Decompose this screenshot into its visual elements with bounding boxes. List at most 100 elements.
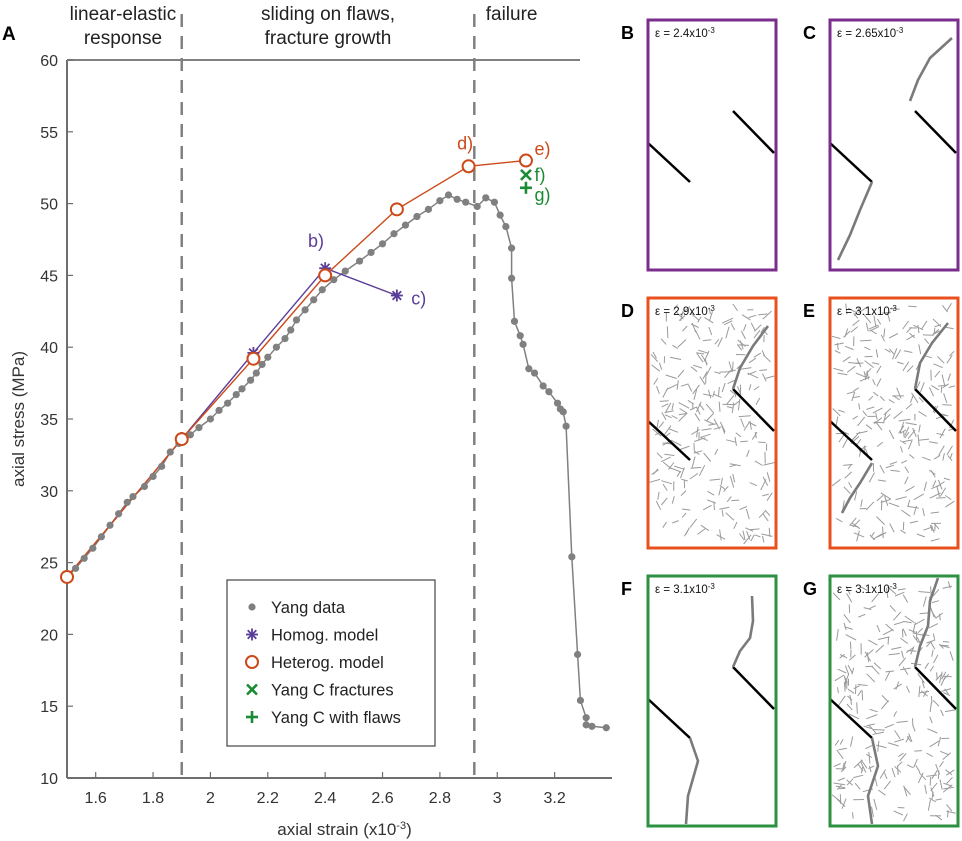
panel-frame: [828, 296, 960, 550]
y-tick-label: 50: [40, 197, 58, 214]
point-annotation: b): [308, 231, 324, 251]
data-point-series-2: [246, 351, 261, 366]
y-tick-label: 45: [40, 268, 58, 285]
point-annotation: c): [411, 288, 426, 308]
data-point-series-4: [519, 181, 532, 194]
microcracks: [831, 303, 956, 542]
data-point-series-0: [545, 388, 553, 396]
data-point-series-0: [232, 390, 240, 399]
x-tick-label: 1.8: [142, 790, 164, 807]
panel-frame: [828, 18, 960, 272]
data-point-series-0: [140, 482, 149, 491]
y-tick-label: 20: [40, 627, 58, 644]
data-point-series-0: [553, 399, 562, 407]
legend-marker: [246, 628, 258, 641]
data-point-series-0: [378, 240, 387, 248]
x-tick-label: 2.6: [371, 790, 393, 807]
data-point-series-0: [166, 448, 174, 456]
data-point-series-0: [559, 408, 567, 416]
legend-marker: [245, 655, 259, 669]
panel-frame: [646, 18, 778, 272]
flaw-right: [914, 110, 957, 154]
panel-letter: C: [803, 23, 816, 43]
series-line-0: [66, 194, 607, 729]
data-point-series-0: [413, 212, 421, 221]
data-point-series-0: [367, 248, 375, 257]
legend-label: Yang C with flaws: [271, 709, 401, 727]
data-point-series-0: [436, 197, 444, 205]
flaw-left: [647, 142, 691, 183]
strain-label: ε = 2.4x10-3: [655, 26, 715, 40]
data-point-series-0: [525, 365, 533, 373]
data-point-series-0: [272, 343, 280, 351]
microcracks: [649, 303, 775, 545]
x-tick-label: 3.2: [544, 790, 566, 807]
strain-label: ε = 3.1x10-3: [837, 304, 897, 318]
data-point-series-0: [355, 257, 364, 265]
legend-label: Homog. model: [271, 627, 378, 645]
legend-marker: [246, 711, 258, 723]
data-point-series-0: [508, 244, 516, 252]
panel-frame: [828, 574, 960, 828]
wing-crack: [840, 462, 874, 514]
point-annotation: d): [457, 133, 473, 153]
region-label: fracture growth: [265, 28, 392, 49]
data-point-series-0: [562, 422, 570, 430]
data-point-series-0: [281, 334, 289, 343]
flaw-left: [829, 420, 873, 461]
panel-letter: F: [621, 579, 632, 599]
x-tick-label: 2.2: [257, 790, 279, 807]
wing-crack: [836, 181, 874, 261]
point-annotation: f): [535, 165, 546, 185]
region-label: response: [84, 28, 162, 49]
data-point-series-0: [482, 194, 490, 202]
strain-label: ε = 3.1x10-3: [655, 582, 715, 596]
data-point-series-3: [520, 168, 532, 181]
data-point-series-0: [318, 286, 326, 294]
data-point-series-0: [530, 369, 539, 377]
x-tick-label: 2: [206, 790, 215, 807]
data-point-series-0: [519, 340, 527, 348]
data-point-series-0: [264, 353, 272, 361]
strain-label: ε = 2.65x10-3: [837, 26, 904, 40]
microcracks: [831, 581, 957, 822]
wing-crack: [731, 595, 755, 668]
series-line-1: [66, 267, 398, 578]
data-point-series-0: [215, 406, 223, 414]
data-point-series-0: [568, 553, 576, 561]
flaw-right: [732, 666, 775, 710]
panel-letter: E: [803, 301, 815, 321]
y-tick-label: 30: [40, 484, 58, 501]
x-axis-label: axial strain (x10-3): [277, 820, 412, 839]
strain-label: ε = 2.9x10-3: [655, 304, 715, 318]
flaw-left: [647, 420, 691, 461]
wing-crack: [866, 737, 880, 825]
data-point-series-2: [518, 153, 533, 168]
data-point-series-0: [206, 415, 215, 423]
data-point-series-0: [72, 564, 80, 572]
data-point-series-0: [582, 714, 590, 722]
data-point-series-0: [582, 721, 590, 729]
data-point-series-0: [539, 382, 547, 390]
data-point-series-0: [292, 316, 301, 324]
data-point-series-0: [246, 376, 255, 384]
data-point-series-0: [341, 267, 349, 275]
data-point-series-0: [516, 332, 524, 340]
region-label: linear-elastic: [70, 4, 177, 25]
wing-crack: [913, 577, 940, 668]
data-point-series-2: [461, 159, 476, 174]
panel-letter-a: A: [2, 24, 16, 45]
point-annotation: g): [535, 185, 551, 205]
x-tick-label: 2.8: [429, 790, 451, 807]
wing-crack: [731, 325, 770, 390]
data-point-series-0: [510, 317, 519, 325]
data-point-series-0: [390, 230, 398, 238]
data-point-series-0: [89, 544, 97, 552]
data-point-series-0: [186, 431, 194, 439]
legend-box: [226, 579, 436, 747]
